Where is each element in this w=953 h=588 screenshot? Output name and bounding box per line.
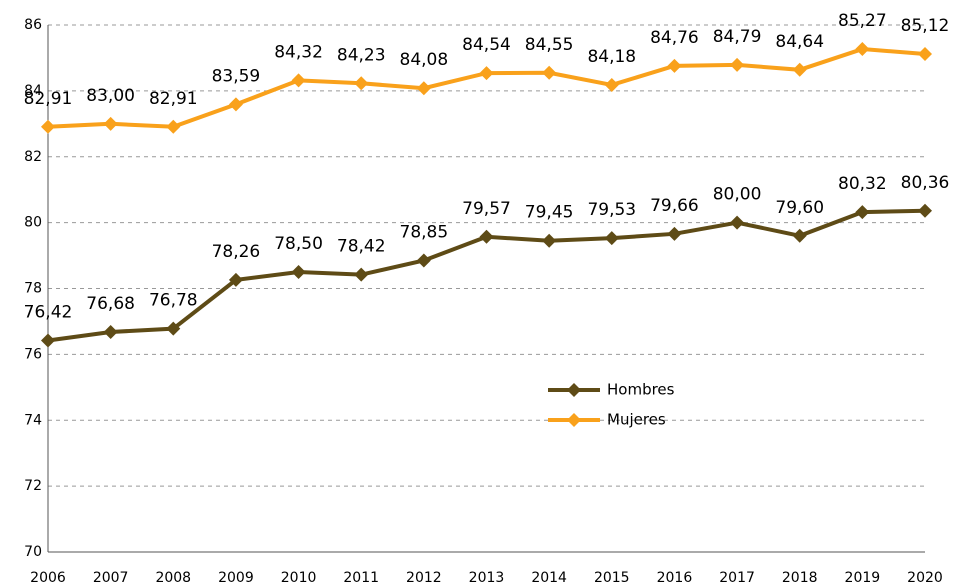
data-label: 79,60 bbox=[775, 198, 824, 218]
point bbox=[918, 46, 932, 61]
y-tick-label: 80 bbox=[24, 215, 42, 231]
point bbox=[855, 205, 870, 220]
data-label: 76,68 bbox=[86, 294, 135, 314]
x-tick-label: 2019 bbox=[845, 570, 881, 586]
data-label: 84,64 bbox=[775, 32, 824, 52]
x-tick-label: 2012 bbox=[406, 570, 442, 586]
data-label: 84,55 bbox=[525, 35, 574, 55]
x-tick-label: 2014 bbox=[531, 570, 567, 586]
point bbox=[291, 73, 306, 88]
legend-marker bbox=[567, 383, 581, 397]
point bbox=[479, 229, 494, 244]
x-tick-label: 2020 bbox=[907, 570, 943, 586]
y-tick-label: 70 bbox=[24, 544, 42, 560]
data-label: 78,42 bbox=[337, 237, 386, 257]
data-label: 76,42 bbox=[24, 303, 73, 323]
x-tick-label: 2017 bbox=[719, 570, 755, 586]
point bbox=[792, 62, 807, 77]
x-tick-label: 2009 bbox=[218, 570, 254, 586]
y-tick-label: 72 bbox=[24, 478, 42, 494]
data-label: 83,00 bbox=[86, 86, 135, 106]
y-tick-label: 78 bbox=[24, 281, 42, 297]
data-label: 79,57 bbox=[462, 199, 511, 219]
data-label: 84,32 bbox=[274, 42, 323, 62]
point bbox=[166, 321, 181, 336]
point bbox=[291, 265, 306, 280]
data-label: 79,53 bbox=[587, 200, 636, 220]
x-tick-label: 2011 bbox=[343, 570, 379, 586]
data-label: 79,45 bbox=[525, 203, 574, 223]
point bbox=[855, 42, 870, 57]
point bbox=[667, 58, 682, 73]
point bbox=[918, 203, 932, 218]
data-label: 84,23 bbox=[337, 45, 386, 65]
data-label: 78,50 bbox=[274, 234, 323, 254]
point bbox=[667, 226, 682, 241]
legend-label: Mujeres bbox=[607, 411, 666, 429]
point bbox=[228, 97, 243, 112]
point bbox=[730, 57, 745, 72]
data-label: 84,54 bbox=[462, 35, 511, 55]
data-label: 84,76 bbox=[650, 28, 699, 48]
point bbox=[354, 267, 369, 282]
point bbox=[41, 333, 55, 348]
data-label: 84,18 bbox=[587, 47, 636, 67]
data-label: 84,08 bbox=[400, 50, 449, 70]
x-tick-label: 2006 bbox=[30, 570, 66, 586]
point bbox=[354, 76, 369, 91]
x-tick-label: 2013 bbox=[469, 570, 505, 586]
x-tick-label: 2007 bbox=[93, 570, 129, 586]
legend-label: Hombres bbox=[607, 381, 675, 399]
data-label: 83,59 bbox=[212, 66, 261, 86]
point bbox=[166, 119, 181, 134]
data-label: 85,12 bbox=[901, 16, 950, 36]
x-tick-label: 2015 bbox=[594, 570, 630, 586]
point bbox=[103, 116, 118, 131]
y-tick-label: 84 bbox=[24, 83, 42, 99]
point bbox=[228, 272, 243, 287]
point bbox=[416, 81, 431, 96]
point bbox=[416, 253, 431, 268]
data-label: 82,91 bbox=[149, 89, 198, 109]
point bbox=[792, 228, 807, 243]
data-label: 84,79 bbox=[713, 27, 762, 47]
point bbox=[542, 233, 557, 248]
point bbox=[41, 119, 55, 134]
data-label: 80,32 bbox=[838, 174, 887, 194]
x-tick-label: 2010 bbox=[281, 570, 317, 586]
y-tick-label: 82 bbox=[24, 149, 42, 165]
point bbox=[604, 77, 619, 92]
data-label: 85,27 bbox=[838, 11, 887, 31]
legend-marker bbox=[567, 413, 581, 427]
data-label: 76,78 bbox=[149, 291, 198, 311]
point bbox=[479, 66, 494, 81]
data-label: 82,91 bbox=[24, 89, 73, 109]
point bbox=[103, 324, 118, 339]
data-label: 80,00 bbox=[713, 185, 762, 205]
data-label: 78,26 bbox=[212, 242, 261, 262]
y-tick-label: 74 bbox=[24, 412, 42, 428]
y-tick-label: 86 bbox=[24, 17, 42, 33]
point bbox=[542, 65, 557, 80]
data-label: 78,85 bbox=[400, 223, 449, 243]
x-tick-label: 2016 bbox=[657, 570, 693, 586]
point bbox=[730, 215, 745, 230]
data-label: 79,66 bbox=[650, 196, 699, 216]
x-tick-label: 2018 bbox=[782, 570, 818, 586]
y-tick-label: 76 bbox=[24, 346, 42, 362]
point bbox=[604, 231, 619, 246]
data-label: 80,36 bbox=[901, 173, 950, 193]
x-tick-label: 2008 bbox=[155, 570, 191, 586]
